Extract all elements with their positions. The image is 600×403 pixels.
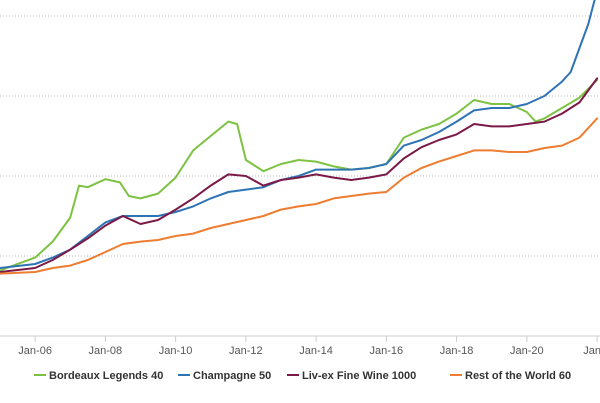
legend-label-1[interactable]: Champagne 50 — [193, 370, 271, 382]
x-tick-label: Jan-16 — [370, 345, 404, 357]
series-line-2 — [0, 77, 599, 273]
series-line-0 — [0, 79, 599, 272]
series-lines — [0, 0, 599, 275]
x-tick-label: Jan-12 — [229, 345, 263, 357]
series-line-3 — [0, 117, 599, 275]
x-tick-label: Jan-18 — [440, 345, 474, 357]
x-tick-label: Jan-06 — [18, 345, 52, 357]
legend-label-2[interactable]: Liv-ex Fine Wine 1000 — [302, 370, 416, 382]
x-tick-label: Jan-14 — [299, 345, 333, 357]
legend: Bordeaux Legends 40 Champagne 50 Liv-ex Fi… — [34, 370, 571, 382]
x-tick-label: Jan-20 — [510, 345, 544, 357]
series-line-1 — [0, 0, 596, 269]
x-axis-ticks: Jan-06 Jan-08 Jan-10 Jan-12 Jan-14 Jan-16 Jan-… — [18, 336, 600, 357]
y-gridlines — [0, 15, 600, 257]
legend-label-0[interactable]: Bordeaux Legends 40 — [49, 370, 163, 382]
x-tick-label: Jan-10 — [159, 345, 193, 357]
x-tick-label: Jan-08 — [89, 345, 123, 357]
legend-label-3[interactable]: Rest of the World 60 — [465, 370, 571, 382]
x-tick-label: Jan-2 — [583, 345, 600, 357]
